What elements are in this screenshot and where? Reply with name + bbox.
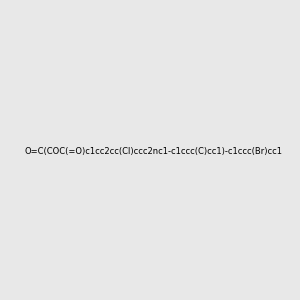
Text: O=C(COC(=O)c1cc2cc(Cl)ccc2nc1-c1ccc(C)cc1)-c1ccc(Br)cc1: O=C(COC(=O)c1cc2cc(Cl)ccc2nc1-c1ccc(C)cc… [25, 147, 283, 156]
